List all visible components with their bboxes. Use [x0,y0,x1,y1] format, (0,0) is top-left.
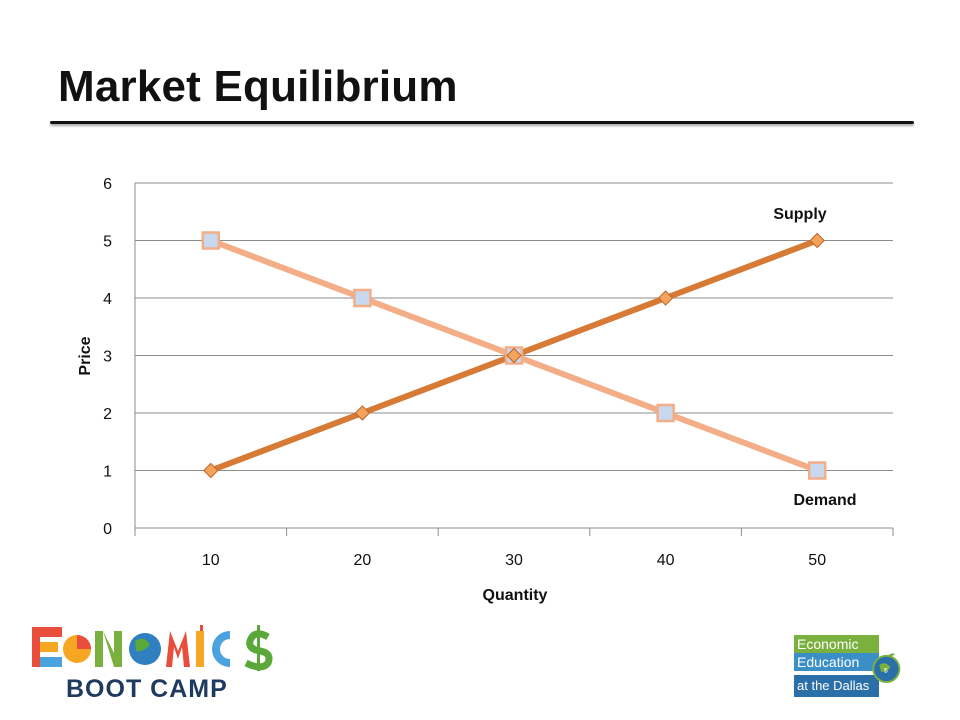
apple-globe-icon: $ [872,653,901,683]
supply-point [354,405,371,421]
x-tick-labels: 10 20 30 40 50 [202,552,826,569]
y-tick-label: 2 [103,406,112,423]
y-tick-label: 3 [103,349,112,366]
boot-camp-text: BOOT CAMP [66,675,228,703]
supply-point [657,290,674,306]
economics-boot-camp-logo [32,625,273,671]
supply-point [203,462,219,479]
supply-label: Supply [773,206,826,223]
demand-point [656,403,675,423]
x-axis-title: Quantity [483,587,548,604]
y-tick-label: 5 [103,234,112,251]
y-tick-label: 1 [103,464,112,481]
demand-point [201,231,221,250]
education-logo-line: Education [794,653,879,671]
y-axis-title: Price [77,336,94,375]
y-tick-label: 0 [103,521,112,538]
dallas-fed-logo-line: at the Dallas Fed [794,675,879,715]
slide-title: Market Equilibrium [58,62,458,111]
economic-logo-line: Economic [794,635,879,653]
y-tick-label: 6 [103,176,112,193]
supply-point [809,232,825,249]
x-tick-label: 50 [808,552,826,569]
axes [134,183,894,536]
demand-label: Demand [793,492,856,509]
supply-point [506,347,522,364]
x-tick-label: 40 [657,552,675,569]
y-tick-label: 4 [103,291,112,308]
y-tick-labels: 0 1 2 3 4 5 6 [103,176,112,538]
svg-text:$: $ [884,668,888,675]
title-underline [50,121,914,124]
series-lines [201,231,827,480]
x-tick-label: 10 [202,552,220,569]
demand-point [353,288,372,308]
x-tick-label: 30 [505,552,523,569]
x-tick-label: 20 [354,552,372,569]
demand-point [807,461,827,480]
